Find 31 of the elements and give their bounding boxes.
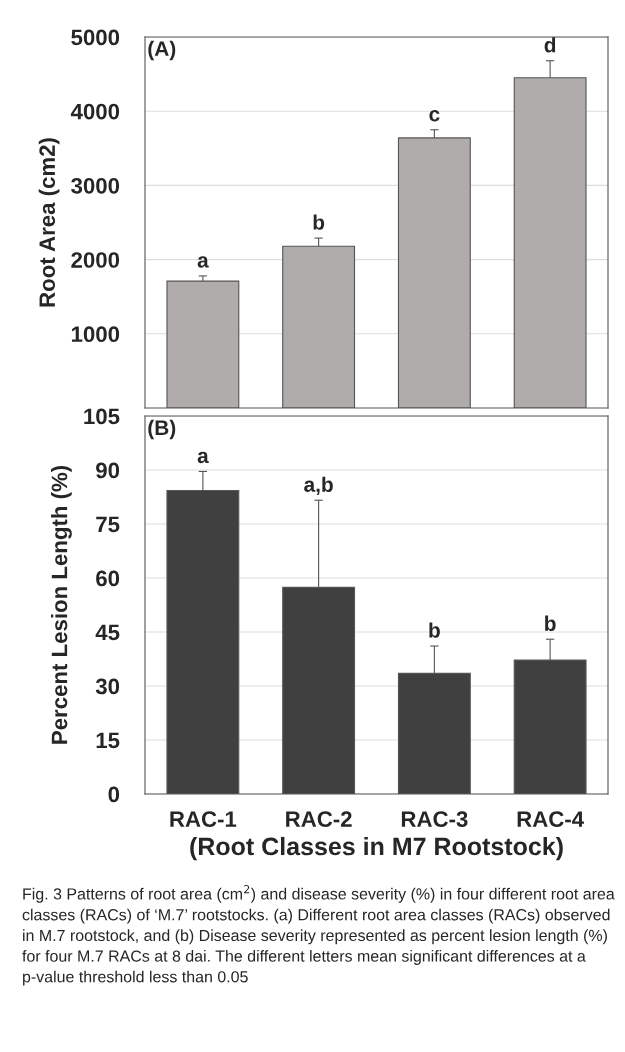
y-tick-label: 15	[96, 732, 120, 749]
annotation: b	[429, 622, 440, 638]
y-tick-label: 1000	[71, 326, 120, 343]
y-tick-label: 45	[95, 624, 120, 641]
y-tick-label: 75	[96, 516, 120, 533]
annotation: d	[544, 37, 556, 53]
y-tick-label: 90	[96, 462, 120, 479]
y-tick-label: 2000	[71, 252, 120, 268]
y-tick-label: 4000	[70, 103, 120, 120]
x-tick-label: RAC-3	[401, 811, 468, 828]
y-axis-title: Percent Lesion Length (%)	[51, 465, 72, 744]
annotation: b	[313, 214, 325, 230]
annotation: c	[429, 110, 440, 122]
y-tick-label: 105	[84, 408, 120, 425]
x-tick-label: RAC-1	[170, 811, 237, 827]
x-axis-title: (Root Classes in M7 Rootstock)	[190, 836, 563, 861]
annotation: a,b	[304, 476, 333, 495]
annotation: (A)	[148, 40, 176, 61]
y-tick-label: 0	[108, 786, 120, 803]
y-tick-label: 60	[96, 570, 120, 587]
x-tick-label: RAC-2	[286, 811, 352, 827]
y-tick-label: 3000	[71, 177, 120, 194]
annotation: (B)	[148, 419, 176, 440]
caption: Fig. 3 Patterns of root area (cm$^{2}$) and disease severity (%) in four different root area classes (RACs) of ‘M.7’ rootstocks. (a) Different root area classes (RACs) observed in M.7 rootstock, and (b) Disease severity represented as percent lesion length (%) for four M.7 RACs at 8 dai. The different letters mean significant differences at a p-value threshold less than 0.05	[22, 885, 615, 986]
annotation: b	[545, 615, 556, 631]
y-axis-title: Root Area (cm2)	[38, 138, 60, 307]
y-tick-label: 30	[95, 678, 120, 695]
x-tick-label: RAC-4	[517, 811, 584, 827]
y-tick-label: 5000	[71, 29, 120, 46]
annotation: a	[197, 451, 209, 464]
annotation: a	[197, 256, 209, 268]
